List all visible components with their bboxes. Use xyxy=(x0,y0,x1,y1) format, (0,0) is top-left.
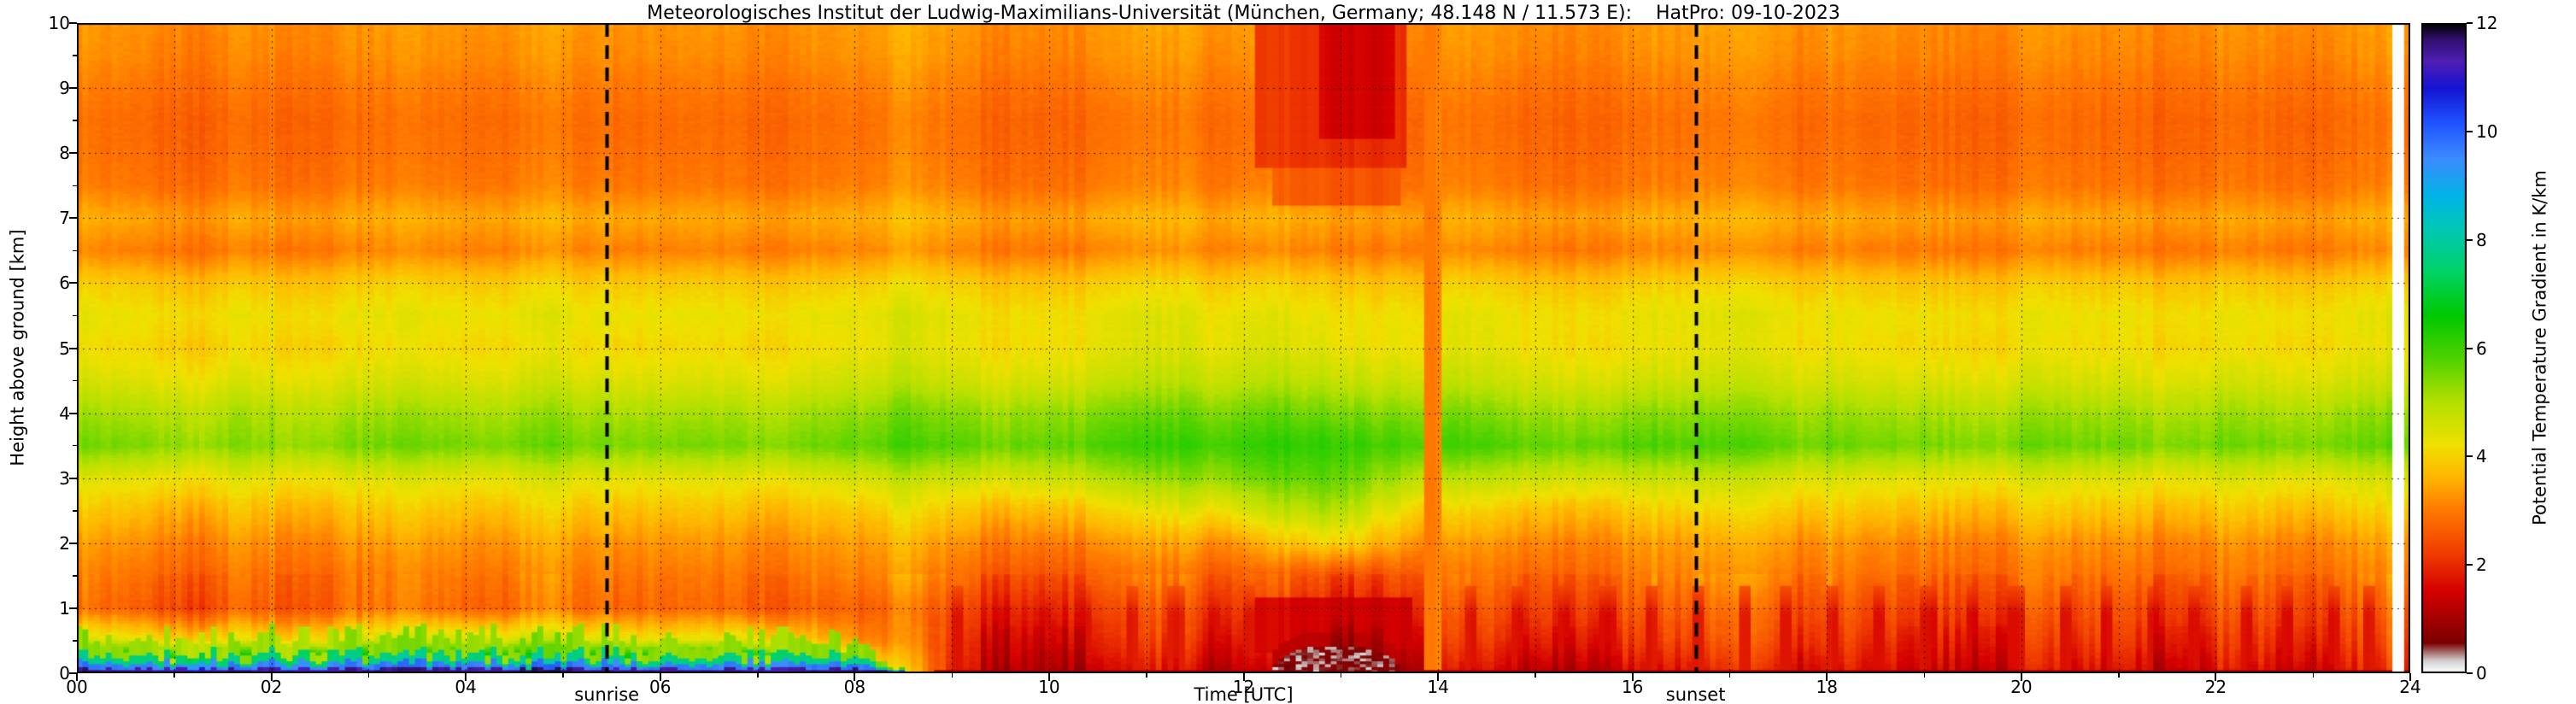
x-minor-tick xyxy=(1923,673,1926,678)
colorbar-label: Potential Temperature Gradient in K/km xyxy=(2529,170,2550,525)
x-major-tick xyxy=(2409,673,2411,681)
y-major-tick xyxy=(69,607,77,609)
y-tick-label: 10 xyxy=(48,13,70,33)
colorbar-tick xyxy=(2467,22,2473,24)
x-tick-label: 00 xyxy=(66,677,88,697)
y-tick-label: 2 xyxy=(59,532,70,554)
y-major-tick xyxy=(69,87,77,90)
x-tick-label: 20 xyxy=(2010,677,2033,697)
x-tick-label: 22 xyxy=(2204,677,2227,697)
y-major-tick xyxy=(69,152,77,155)
y-major-tick xyxy=(69,412,77,414)
colorbar-tick-label: 2 xyxy=(2476,554,2487,576)
x-tick-label: 12 xyxy=(1232,677,1255,697)
x-tick-label: 06 xyxy=(649,677,672,697)
colorbar-tick-label: 0 xyxy=(2476,663,2487,683)
x-major-tick xyxy=(1631,673,1634,681)
x-major-tick xyxy=(1437,673,1440,681)
x-minor-tick xyxy=(951,673,954,678)
x-tick-label: 24 xyxy=(2399,677,2421,697)
x-major-tick xyxy=(1826,673,1828,681)
y-major-tick xyxy=(69,22,77,24)
x-tick-label: 16 xyxy=(1621,677,1644,697)
x-major-tick xyxy=(2020,673,2022,681)
y-tick-label: 5 xyxy=(59,337,70,359)
x-axis-label: Time [UTC] xyxy=(1194,684,1294,704)
colorbar-tick xyxy=(2467,130,2473,132)
colorbar-tick-label: 8 xyxy=(2476,229,2487,250)
x-minor-tick xyxy=(2312,673,2315,678)
x-minor-tick xyxy=(1534,673,1536,678)
x-minor-tick xyxy=(173,673,175,678)
x-major-tick xyxy=(659,673,661,681)
x-major-tick xyxy=(854,673,856,681)
x-minor-tick xyxy=(367,673,370,678)
heatmap-canvas xyxy=(77,23,2410,673)
y-tick-label: 4 xyxy=(59,402,70,424)
y-major-tick xyxy=(69,282,77,285)
colorbar-canvas xyxy=(2421,23,2467,673)
y-minor-tick xyxy=(73,314,77,317)
y-tick-label: 0 xyxy=(59,663,70,683)
y-minor-tick xyxy=(73,185,77,186)
y-minor-tick xyxy=(73,444,77,447)
x-minor-tick xyxy=(1146,673,1147,678)
y-major-tick xyxy=(69,672,77,674)
y-major-tick xyxy=(69,217,77,220)
colorbar-tick-label: 4 xyxy=(2476,446,2487,467)
y-minor-tick xyxy=(73,640,77,642)
y-tick-label: 8 xyxy=(59,143,70,164)
y-minor-tick xyxy=(73,55,77,56)
colorbar-tick xyxy=(2467,347,2473,349)
colorbar-tick xyxy=(2467,238,2473,241)
x-major-tick xyxy=(1242,673,1245,681)
x-minor-tick xyxy=(562,673,564,678)
x-minor-tick xyxy=(757,673,759,678)
x-tick-label: 10 xyxy=(1038,677,1060,697)
colorbar-tick xyxy=(2467,564,2473,566)
y-tick-label: 6 xyxy=(59,273,70,294)
y-tick-label: 3 xyxy=(59,467,70,489)
sunset-label: sunset xyxy=(1665,684,1726,704)
y-minor-tick xyxy=(73,510,77,512)
y-tick-label: 9 xyxy=(59,78,70,99)
x-major-tick xyxy=(76,673,78,681)
y-major-tick xyxy=(69,542,77,544)
y-minor-tick xyxy=(73,575,77,577)
colorbar-tick-label: 12 xyxy=(2476,13,2498,33)
sunrise-label: sunrise xyxy=(574,684,640,704)
colorbar-tick xyxy=(2467,455,2473,458)
x-major-tick xyxy=(270,673,273,681)
colorbar-tick xyxy=(2467,672,2473,674)
page-title: Meteorologisches Institut der Ludwig-Max… xyxy=(647,3,1840,24)
x-major-tick xyxy=(1047,673,1050,681)
x-minor-tick xyxy=(2118,673,2120,678)
colorbar-tick-label: 6 xyxy=(2476,337,2487,359)
x-major-tick xyxy=(2215,673,2217,681)
y-tick-label: 7 xyxy=(59,208,70,229)
x-tick-label: 08 xyxy=(843,677,866,697)
y-major-tick xyxy=(69,347,77,349)
x-minor-tick xyxy=(1728,673,1731,678)
y-major-tick xyxy=(69,477,77,479)
x-minor-tick xyxy=(1340,673,1342,678)
x-tick-label: 14 xyxy=(1427,677,1449,697)
x-tick-label: 04 xyxy=(455,677,477,697)
y-minor-tick xyxy=(73,249,77,252)
x-major-tick xyxy=(465,673,467,681)
y-minor-tick xyxy=(73,379,77,382)
y-tick-label: 1 xyxy=(59,597,70,619)
x-tick-label: 18 xyxy=(1816,677,1838,697)
x-tick-label: 02 xyxy=(260,677,283,697)
colorbar-tick-label: 10 xyxy=(2476,120,2498,142)
y-minor-tick xyxy=(73,120,77,121)
